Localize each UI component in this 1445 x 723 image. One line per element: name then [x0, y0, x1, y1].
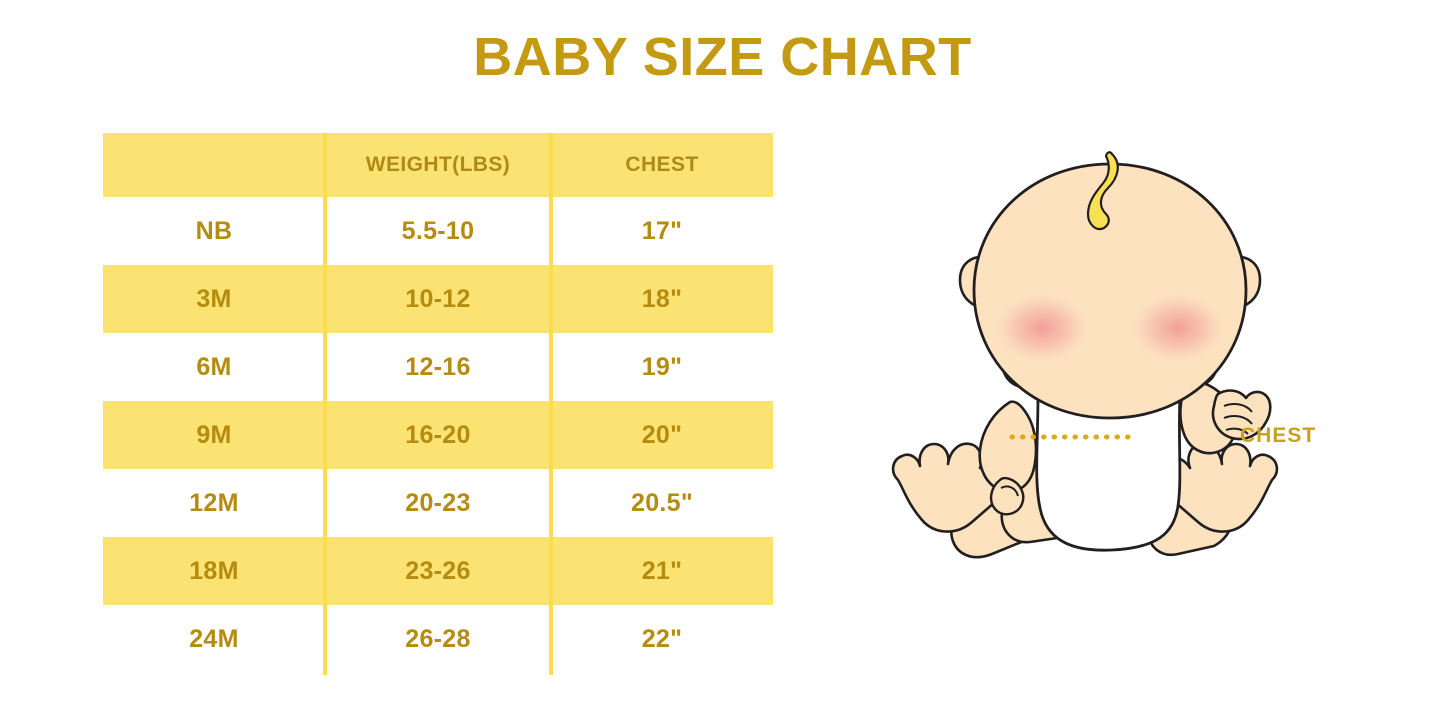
- table-row: 9M 16-20 20": [103, 401, 773, 469]
- baby-illustration: [860, 150, 1310, 610]
- column-header-chest: CHEST: [625, 153, 699, 176]
- cell-weight: 23-26: [405, 556, 471, 585]
- cell-chest: 21": [641, 556, 683, 585]
- cell-chest: 19": [641, 352, 683, 381]
- cell-size: 12M: [189, 488, 239, 517]
- cell-size: 24M: [189, 624, 239, 653]
- column-divider-1: [323, 133, 327, 675]
- table-row: 24M 26-28 22": [103, 605, 773, 673]
- column-divider-2: [549, 133, 553, 675]
- cell-chest: 20": [641, 420, 683, 449]
- cell-chest: 20.5": [630, 488, 693, 517]
- cell-weight: 5.5-10: [401, 216, 475, 245]
- table-header-row: WEIGHT(LBS) CHEST: [103, 133, 773, 197]
- table-row: 6M 12-16 19": [103, 333, 773, 401]
- cell-size: 6M: [196, 352, 232, 381]
- baby-left-arm: [978, 400, 1038, 516]
- column-header-weight: WEIGHT(LBS): [365, 153, 511, 176]
- cell-weight: 20-23: [405, 488, 471, 517]
- cell-weight: 10-12: [405, 284, 471, 313]
- cell-weight: 26-28: [405, 624, 471, 653]
- cell-size: NB: [195, 216, 233, 245]
- cell-size: 9M: [196, 420, 232, 449]
- cell-size: 18M: [189, 556, 239, 585]
- cell-chest: 22": [641, 624, 683, 653]
- chest-callout-label: CHEST: [1240, 424, 1317, 447]
- cell-weight: 12-16: [405, 352, 471, 381]
- cell-chest: 18": [641, 284, 683, 313]
- table-row: NB 5.5-10 17": [103, 197, 773, 265]
- page-title: BABY SIZE CHART: [473, 27, 972, 87]
- size-chart-table: WEIGHT(LBS) CHEST NB 5.5-10 17" 3M 10-12…: [103, 133, 773, 675]
- cell-size: 3M: [196, 284, 232, 313]
- baby-head: [972, 162, 1248, 420]
- table-row: 12M 20-23 20.5": [103, 469, 773, 537]
- baby-right-cheek: [1132, 294, 1224, 362]
- baby-right-arm: [1179, 378, 1272, 455]
- table-row: 18M 23-26 21": [103, 537, 773, 605]
- cell-chest: 17": [641, 216, 683, 245]
- cell-weight: 16-20: [405, 420, 471, 449]
- baby-hair-curl: [1086, 151, 1119, 231]
- table-row: 3M 10-12 18": [103, 265, 773, 333]
- baby-left-cheek: [996, 294, 1088, 362]
